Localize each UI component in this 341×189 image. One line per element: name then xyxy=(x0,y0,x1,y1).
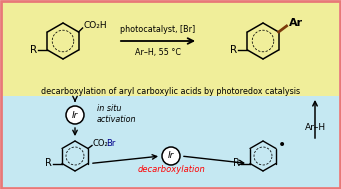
Text: R: R xyxy=(233,159,240,169)
Text: CO₂: CO₂ xyxy=(93,139,109,148)
Circle shape xyxy=(162,147,180,165)
Text: Ar–H, 55 °C: Ar–H, 55 °C xyxy=(135,48,181,57)
Text: Ar–H: Ar–H xyxy=(305,122,326,132)
Text: R: R xyxy=(45,159,52,169)
Bar xyxy=(2,2,339,96)
Text: Ir: Ir xyxy=(168,152,174,160)
Text: Ir: Ir xyxy=(72,111,78,119)
Text: photocatalyst, [Br]: photocatalyst, [Br] xyxy=(120,25,196,34)
Text: Br: Br xyxy=(106,139,115,148)
Text: CO₂H: CO₂H xyxy=(84,20,107,29)
Text: Ar: Ar xyxy=(288,18,303,28)
Text: decarboxylation of aryl carboxylic acids by photoredox catalysis: decarboxylation of aryl carboxylic acids… xyxy=(42,87,300,95)
Text: R: R xyxy=(30,45,38,55)
Bar xyxy=(2,96,339,187)
Text: in situ
activation: in situ activation xyxy=(97,104,137,124)
Circle shape xyxy=(66,106,84,124)
Text: decarboxylation: decarboxylation xyxy=(137,166,205,174)
Text: R: R xyxy=(230,45,237,55)
Text: •: • xyxy=(278,138,286,152)
